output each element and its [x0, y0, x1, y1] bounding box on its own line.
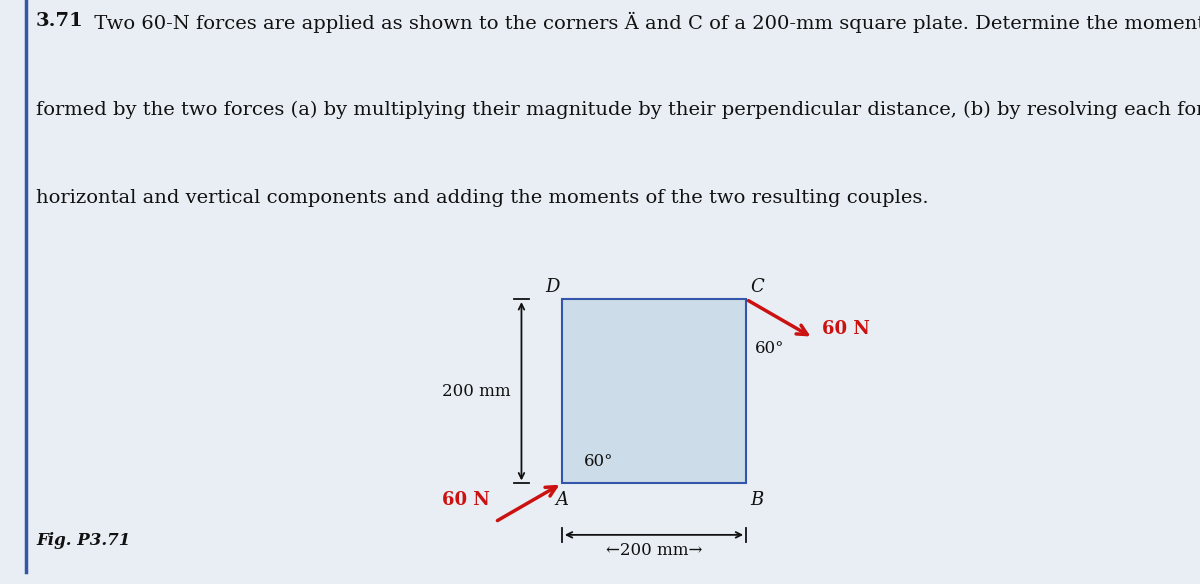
Text: 60 N: 60 N	[822, 319, 870, 338]
Text: 60°: 60°	[755, 340, 785, 357]
Bar	[562, 299, 746, 484]
Text: 3.71: 3.71	[36, 12, 84, 30]
Text: 60 N: 60 N	[442, 491, 490, 509]
Text: D: D	[545, 279, 559, 297]
Text: A: A	[556, 491, 569, 509]
Text: C: C	[751, 279, 764, 297]
Text: Fig. P3.71: Fig. P3.71	[36, 532, 131, 549]
Text: ←200 mm→: ←200 mm→	[606, 542, 702, 559]
Text: B: B	[751, 491, 764, 509]
Text: horizontal and vertical components and adding the moments of the two resulting c: horizontal and vertical components and a…	[36, 189, 929, 207]
Text: 60°: 60°	[584, 453, 613, 471]
Text: 200 mm: 200 mm	[442, 383, 510, 400]
Text: Two 60-N forces are applied as shown to the corners Ä and C of a 200-mm square p: Two 60-N forces are applied as shown to …	[88, 12, 1200, 33]
Text: formed by the two forces (a) by multiplying their magnitude by their perpendicul: formed by the two forces (a) by multiply…	[36, 100, 1200, 119]
